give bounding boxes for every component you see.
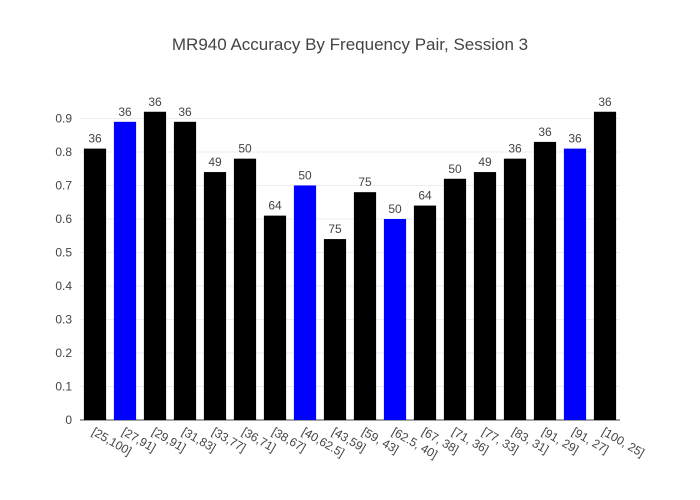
y-tick-label: 0.9 bbox=[55, 111, 72, 125]
bar-data-label: 36 bbox=[148, 95, 162, 109]
bar bbox=[323, 239, 347, 420]
bar-data-label: 50 bbox=[448, 162, 462, 176]
bar-data-label: 75 bbox=[328, 222, 342, 236]
x-tick-label: [38,67] bbox=[270, 424, 309, 454]
bar-data-label: 36 bbox=[598, 95, 612, 109]
bar-data-label: 36 bbox=[538, 125, 552, 139]
bar bbox=[263, 215, 287, 420]
bar bbox=[143, 111, 167, 421]
bar bbox=[473, 172, 497, 420]
y-tick-label: 0.2 bbox=[55, 346, 72, 360]
bar bbox=[353, 192, 377, 420]
bar-data-label: 36 bbox=[568, 132, 582, 146]
bar bbox=[83, 148, 107, 420]
bar-data-label: 75 bbox=[358, 175, 372, 189]
bar-data-label: 49 bbox=[208, 155, 222, 169]
chart-title: MR940 Accuracy By Frequency Pair, Sessio… bbox=[172, 35, 528, 54]
bar-layer bbox=[83, 111, 617, 421]
bar-data-label: 50 bbox=[298, 168, 312, 182]
y-tick-label: 0.3 bbox=[55, 312, 72, 326]
bar bbox=[503, 158, 527, 420]
bar bbox=[413, 205, 437, 420]
bar bbox=[173, 121, 197, 420]
y-tick-label: 0.5 bbox=[55, 245, 72, 259]
x-tick-label: [33,77] bbox=[210, 424, 249, 454]
bar bbox=[233, 158, 257, 420]
bar-data-label: 64 bbox=[268, 199, 282, 213]
bar-data-label: 36 bbox=[118, 105, 132, 119]
y-tick-label: 0.6 bbox=[55, 212, 72, 226]
bar-data-label: 36 bbox=[508, 142, 522, 156]
y-tick-label: 0 bbox=[65, 413, 72, 427]
y-tick-label: 0.1 bbox=[55, 379, 72, 393]
bar bbox=[593, 111, 617, 421]
bar-data-label: 36 bbox=[88, 132, 102, 146]
bar-data-label: 50 bbox=[388, 202, 402, 216]
y-tick-label: 0.8 bbox=[55, 145, 72, 159]
bar-data-label: 64 bbox=[418, 189, 432, 203]
x-axis: [25,100][27,91][29,91][31,83][33,77][36,… bbox=[90, 424, 647, 461]
y-tick-label: 0.7 bbox=[55, 178, 72, 192]
bar-data-label: 36 bbox=[178, 105, 192, 119]
bar bbox=[383, 218, 407, 420]
bar bbox=[203, 172, 227, 420]
x-tick-label: [29,91] bbox=[150, 424, 189, 454]
grid-layer bbox=[80, 117, 620, 421]
bar bbox=[533, 141, 557, 420]
bar-data-label: 49 bbox=[478, 155, 492, 169]
bar bbox=[443, 178, 467, 420]
bar-data-label: 50 bbox=[238, 142, 252, 156]
x-tick-label: [36,71] bbox=[240, 424, 279, 454]
bar bbox=[113, 121, 137, 420]
x-tick-label: [31,83] bbox=[180, 424, 219, 454]
y-tick-label: 0.4 bbox=[55, 279, 72, 293]
y-axis: 0 0.1 0.2 0.3 0.4 0.5 0.6 0.7 0.8 0.9 bbox=[55, 111, 72, 427]
bar bbox=[293, 185, 317, 420]
bar bbox=[563, 148, 587, 420]
data-label-layer: 36 36 36 36 49 50 64 50 75 75 50 64 50 49 36 36 36 36 bbox=[88, 95, 612, 236]
